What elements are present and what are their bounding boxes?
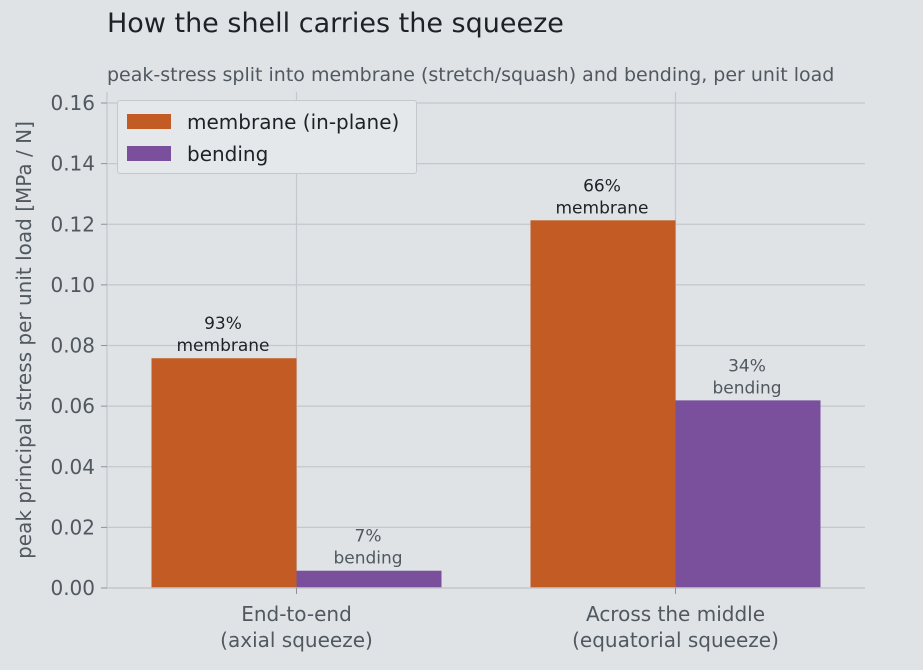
y-tick-label: 0.12 — [50, 212, 95, 236]
x-tick-label: Across the middle — [586, 602, 765, 626]
data-label-kind: bending — [712, 378, 781, 398]
data-label-percent: 34% — [728, 356, 766, 376]
chart-title: How the shell carries the squeeze — [107, 8, 564, 39]
legend-label-bending: bending — [187, 142, 269, 166]
y-tick-label: 0.00 — [50, 576, 95, 600]
x-tick-sublabel: (axial squeeze) — [220, 628, 373, 652]
y-tick-label: 0.10 — [50, 273, 95, 297]
x-tick-label: End-to-end — [241, 602, 352, 626]
bar-bending — [675, 400, 821, 588]
data-label-percent: 7% — [355, 527, 382, 547]
legend: membrane (in-plane) bending — [117, 100, 417, 174]
data-label-kind: membrane — [555, 198, 648, 218]
x-tick-sublabel: (equatorial squeeze) — [572, 628, 779, 652]
legend-swatch-membrane — [127, 114, 171, 129]
y-axis-label: peak principal stress per unit load [MPa… — [12, 121, 36, 559]
data-label-kind: membrane — [176, 336, 269, 356]
y-tick-label: 0.06 — [50, 394, 95, 418]
y-tick-label: 0.02 — [50, 515, 95, 539]
legend-swatch-bending — [127, 146, 171, 161]
data-label-percent: 93% — [204, 314, 242, 334]
bar-bending — [296, 570, 442, 588]
data-label-kind: bending — [333, 549, 402, 569]
chart-subtitle: peak-stress split into membrane (stretch… — [107, 64, 835, 86]
y-tick-label: 0.14 — [50, 152, 95, 176]
legend-label-membrane: membrane (in-plane) — [187, 110, 400, 134]
y-tick-label: 0.08 — [50, 334, 95, 358]
y-tick-label: 0.16 — [50, 91, 95, 115]
y-tick-label: 0.04 — [50, 455, 95, 479]
bar-membrane — [530, 220, 676, 588]
data-label-percent: 66% — [583, 176, 621, 196]
bar-membrane — [151, 358, 297, 588]
